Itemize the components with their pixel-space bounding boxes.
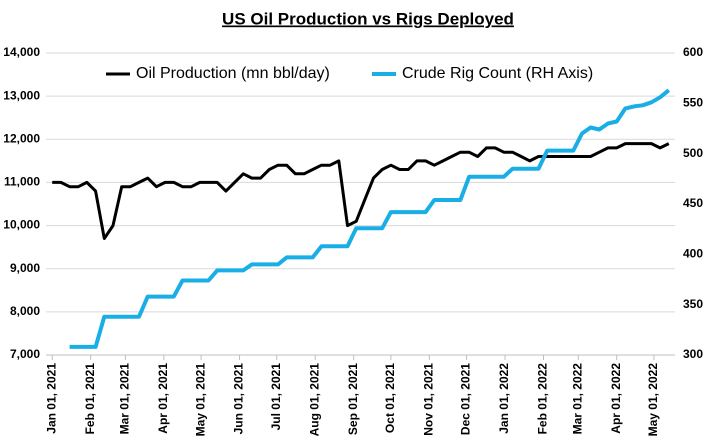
x-tick-label: Dec 01, 2021 (459, 363, 473, 435)
y2-tick-label: 600 (683, 45, 703, 59)
x-tick-label: Feb 01, 2022 (536, 363, 550, 435)
x-tick-label: May 01, 2021 (193, 363, 207, 437)
data-line (69, 88, 671, 349)
y-tick-label: 13,000 (3, 88, 40, 102)
x-tick-label: Nov 01, 2021 (422, 363, 436, 436)
y-tick-label: 8,000 (10, 304, 40, 318)
x-tick-label: Jun 01, 2021 (232, 363, 246, 435)
legend-label: Oil Production (mn bbl/day) (136, 65, 330, 82)
y2-tick-label: 500 (683, 146, 703, 160)
y2-tick-label: 400 (683, 247, 703, 261)
y2-tick-label: 550 (683, 96, 703, 110)
x-tick-label: Mar 01, 2022 (570, 363, 584, 435)
chart-title: US Oil Production vs Rigs Deployed (222, 9, 514, 28)
x-tick-label: May 01, 2022 (646, 363, 660, 437)
x-tick-label: Aug 01, 2021 (307, 363, 321, 437)
legend-label: Crude Rig Count (RH Axis) (402, 65, 593, 82)
y-tick-label: 7,000 (10, 347, 40, 361)
x-tick-label: Apr 01, 2021 (156, 363, 170, 434)
y-tick-label: 9,000 (10, 261, 40, 275)
x-tick-label: Feb 01, 2021 (83, 363, 97, 435)
y2-tick-label: 300 (683, 347, 703, 361)
y2-tick-label: 350 (683, 297, 703, 311)
x-tick-label: Jan 01, 2021 (44, 363, 58, 434)
y2-tick-label: 450 (683, 196, 703, 210)
x-tick-label: Oct 01, 2021 (383, 363, 397, 433)
x-tick-label: Jan 01, 2022 (497, 363, 511, 434)
y-tick-label: 11,000 (4, 175, 40, 189)
legend-item: Crude Rig Count (RH Axis) (372, 65, 593, 82)
x-tick-label: Sep 01, 2021 (346, 363, 360, 435)
legend-item: Oil Production (mn bbl/day) (106, 65, 330, 82)
x-tick-label: Mar 01, 2021 (118, 363, 132, 435)
y-tick-label: 10,000 (3, 218, 40, 232)
y-tick-label: 14,000 (3, 45, 40, 59)
y-tick-label: 12,000 (3, 131, 40, 145)
x-tick-label: Jul 01, 2021 (269, 363, 283, 431)
x-tick-label: Apr 01, 2022 (609, 363, 623, 434)
data-line (52, 142, 670, 240)
